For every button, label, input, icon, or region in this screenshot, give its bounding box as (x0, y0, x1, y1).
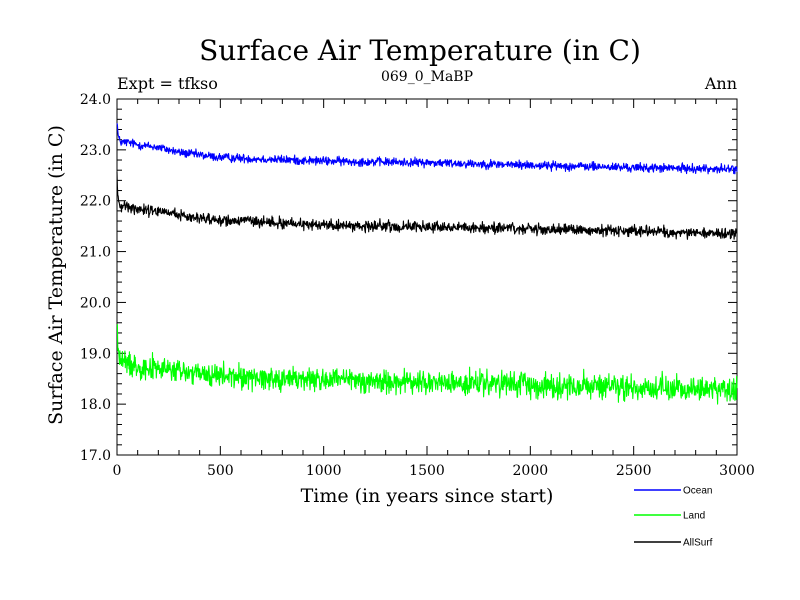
legend: Ocean Land AllSurf (634, 486, 713, 549)
chart-subtitle: 069_0_MaBP (381, 69, 473, 85)
y-tick-label: 20.0 (80, 295, 111, 311)
legend-label-land: Land (683, 511, 705, 522)
y-tick-label: 19.0 (80, 346, 111, 362)
x-tick-label: 0 (113, 463, 122, 479)
x-tick-label: 2500 (616, 463, 652, 479)
y-tick-label: 22.0 (80, 194, 111, 210)
x-tick-label: 500 (207, 463, 234, 479)
x-tick-label: 1500 (409, 463, 445, 479)
y-tick-label: 17.0 (80, 448, 111, 464)
x-tick-label: 2000 (513, 463, 549, 479)
y-tick-label: 23.0 (80, 143, 111, 159)
series-line-ocean (116, 123, 738, 175)
y-tick-label: 18.0 (80, 397, 111, 413)
y-axis-label: Surface Air Temperature (in C) (45, 125, 67, 425)
chart-title: Surface Air Temperature (in C) (199, 34, 641, 67)
legend-label-ocean: Ocean (683, 486, 712, 497)
experiment-label: Expt = tfkso (117, 74, 218, 93)
plot-frame (116, 98, 738, 456)
x-tick-label: 3000 (719, 463, 755, 479)
period-label: Ann (704, 74, 737, 93)
series-line-land (116, 323, 738, 405)
x-tick-label: 1000 (306, 463, 342, 479)
y-tick-label: 21.0 (80, 245, 111, 261)
series-line-allsurf (116, 172, 738, 240)
x-axis-label: Time (in years since start) (301, 485, 554, 507)
axis-ticks (116, 98, 738, 456)
legend-label-allsurf: AllSurf (683, 538, 713, 549)
axis-tick-labels: 0 500 1000 1500 2000 2500 3000 17.0 18.0 19.0 20.0… (80, 92, 755, 479)
series-lines (116, 123, 738, 405)
y-tick-label: 24.0 (80, 92, 111, 108)
